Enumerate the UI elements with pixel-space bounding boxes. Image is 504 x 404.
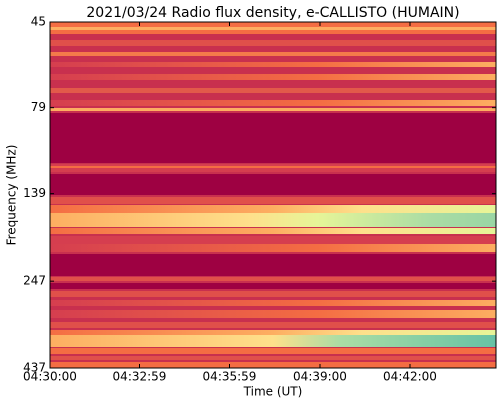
chart-title: 2021/03/24 Radio flux density, e-CALLIST… — [86, 5, 459, 21]
spectrogram — [49, 21, 497, 369]
y-tick-label: 45 — [31, 15, 46, 29]
x-tick-label: 04:35:59 — [203, 370, 257, 384]
x-tick-label: 04:30:00 — [23, 370, 77, 384]
y-axis-label: Frequency (MHz) — [5, 145, 19, 246]
y-tick-label: 247 — [23, 274, 46, 288]
x-tick-label: 04:32:59 — [113, 370, 167, 384]
y-tick-label: 139 — [23, 186, 46, 200]
x-tick-label: 04:42:00 — [383, 370, 437, 384]
y-tick-label: 437 — [23, 361, 46, 375]
y-tick-label: 79 — [31, 100, 46, 114]
x-tick-label: 04:39:00 — [293, 370, 347, 384]
x-axis-label: Time (UT) — [243, 385, 303, 399]
